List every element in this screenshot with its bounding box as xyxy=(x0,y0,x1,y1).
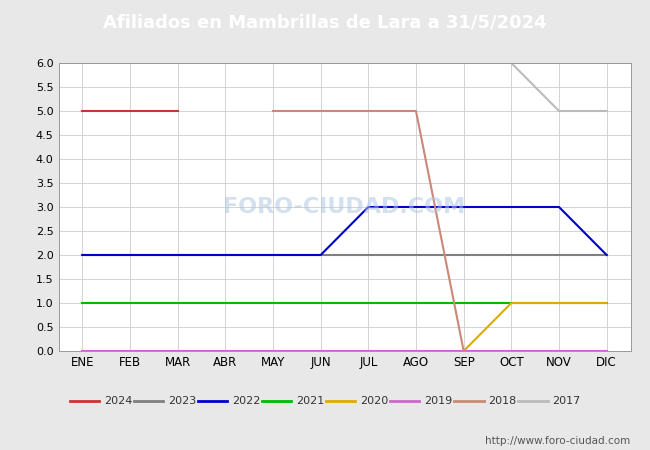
Text: 2021: 2021 xyxy=(296,396,324,405)
Text: http://www.foro-ciudad.com: http://www.foro-ciudad.com xyxy=(486,436,630,446)
Text: Afiliados en Mambrillas de Lara a 31/5/2024: Afiliados en Mambrillas de Lara a 31/5/2… xyxy=(103,14,547,32)
Text: 2017: 2017 xyxy=(552,396,580,405)
Text: 2020: 2020 xyxy=(360,396,389,405)
Text: FORO-CIUDAD.COM: FORO-CIUDAD.COM xyxy=(224,197,465,217)
Text: 2022: 2022 xyxy=(232,396,261,405)
Text: 2023: 2023 xyxy=(168,396,196,405)
Text: 2024: 2024 xyxy=(104,396,133,405)
Text: 2018: 2018 xyxy=(488,396,517,405)
Text: 2019: 2019 xyxy=(424,396,452,405)
